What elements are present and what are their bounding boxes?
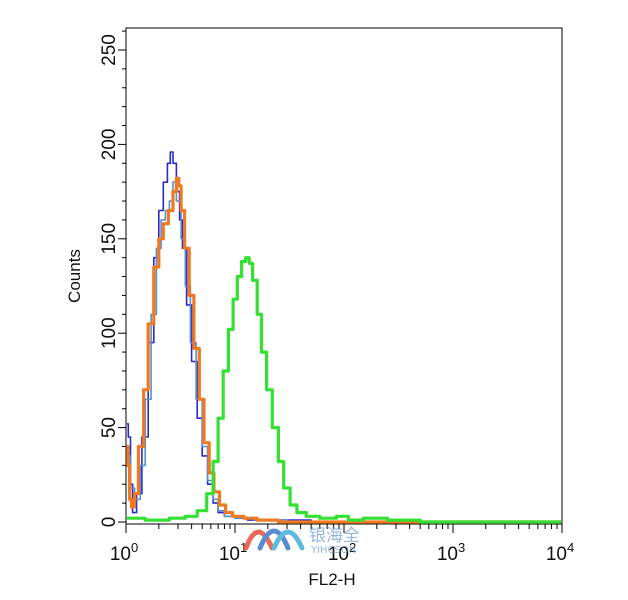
series-line-3 [126, 176, 561, 524]
x-tick-base: 10 [546, 544, 567, 565]
series-line-2 [127, 181, 561, 523]
x-tick-base: 10 [328, 544, 349, 565]
x-tick-exponent: 0 [131, 540, 138, 555]
watermark-latin-text: YIHCSON [310, 545, 356, 556]
x-tick-exponent: 4 [567, 540, 574, 555]
y-tick-label: 200 [99, 129, 120, 161]
x-tick-base: 10 [437, 544, 458, 565]
series-line-4 [127, 256, 561, 524]
y-tick-label: 100 [99, 317, 120, 349]
y-tick-label: 0 [99, 517, 120, 528]
yihcson-logo-icon [243, 528, 305, 551]
y-axis-title: Counts [65, 249, 84, 303]
x-tick-label: 102 [328, 540, 356, 565]
x-tick-exponent: 3 [458, 540, 465, 555]
x-tick-base: 10 [219, 544, 240, 565]
x-tick-base: 10 [110, 544, 131, 565]
x-axis: 100 101 102 103 104 [110, 524, 574, 565]
y-tick-label: 150 [99, 223, 120, 255]
y-axis: 0 50 100 150 200 250 [99, 30, 126, 528]
x-tick-label: 104 [546, 540, 574, 565]
plot-frame [125, 27, 563, 525]
series-layer [126, 151, 561, 524]
watermark: 银海全 YIHCSON [243, 526, 360, 556]
x-tick-exponent: 2 [349, 540, 356, 555]
y-tick-label: 50 [99, 417, 120, 438]
x-tick-label: 100 [110, 540, 138, 565]
x-tick-label: 103 [437, 540, 465, 565]
y-tick-label: 250 [99, 34, 120, 66]
x-axis-title: FL2-H [308, 570, 355, 589]
watermark-chinese-text: 银海全 [309, 526, 360, 546]
x-tick-label: 101 [219, 540, 247, 565]
